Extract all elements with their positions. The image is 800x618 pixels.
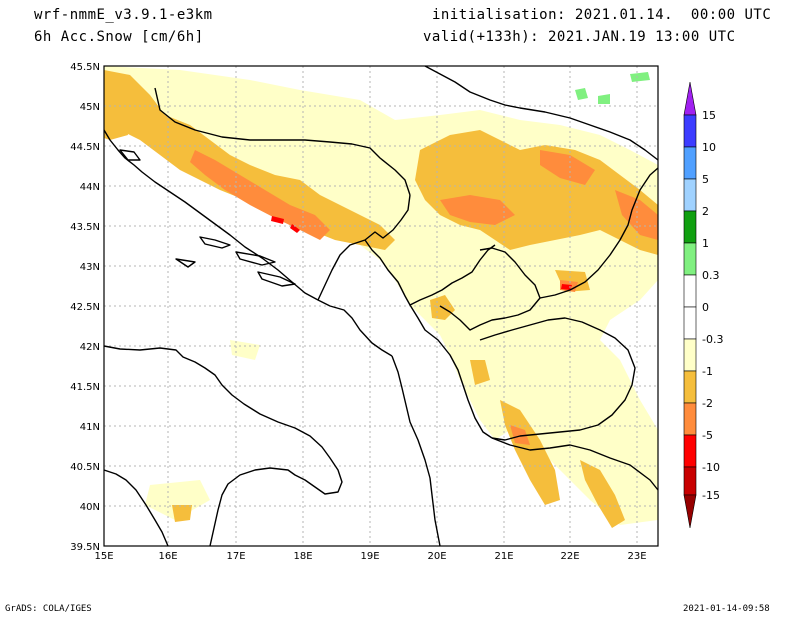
italy-south-coast bbox=[103, 469, 169, 547]
moderate-snow-area bbox=[104, 70, 395, 250]
legend-swatch bbox=[683, 338, 697, 372]
moderate-snow-patch bbox=[104, 115, 128, 140]
serbia-bulgaria-border bbox=[539, 167, 659, 299]
legend-label: 0 bbox=[702, 301, 709, 314]
legend-swatch bbox=[683, 242, 697, 276]
valid-time: valid(+133h): 2021.JAN.19 13:00 UTC bbox=[423, 29, 736, 45]
moderate-snow-strip bbox=[580, 460, 625, 528]
moderate-snow-area bbox=[415, 130, 658, 255]
lat-tick-label: 42N bbox=[80, 342, 100, 353]
colorbar-legend bbox=[683, 81, 697, 529]
legend-cap-bottom bbox=[683, 494, 697, 529]
legend-label: -15 bbox=[702, 489, 720, 502]
legend-swatch bbox=[683, 178, 697, 212]
lat-tick-label: 45N bbox=[80, 102, 100, 113]
legend-label: 2 bbox=[702, 205, 709, 218]
light-snow-patch bbox=[230, 340, 260, 360]
legend-label: 15 bbox=[702, 109, 716, 122]
lat-tick-label: 43N bbox=[80, 262, 100, 273]
italy-coastline bbox=[103, 345, 343, 547]
legend-label: -10 bbox=[702, 461, 720, 474]
lon-tick-label: 22E bbox=[560, 551, 579, 562]
legend-label: 5 bbox=[702, 173, 709, 186]
albania-inland-border bbox=[409, 304, 493, 439]
footer-timestamp: 2021-01-14-09:58 bbox=[683, 604, 770, 614]
dalmatian-island bbox=[175, 258, 196, 268]
dalmatian-island bbox=[119, 149, 141, 161]
light-snow-patch bbox=[145, 480, 210, 520]
lat-tick-label: 44N bbox=[80, 182, 100, 193]
lat-tick-label: 41.5N bbox=[70, 382, 100, 393]
croatia-inland-border bbox=[154, 87, 411, 196]
legend-swatch bbox=[683, 434, 697, 468]
lat-tick-label: 42.5N bbox=[70, 302, 100, 313]
heavy-snow-area bbox=[615, 190, 658, 240]
variable-name: 6h Acc.Snow [cm/6h] bbox=[34, 29, 204, 45]
legend-swatch bbox=[683, 370, 697, 404]
dalmatian-island bbox=[257, 271, 296, 287]
lon-tick-label: 20E bbox=[427, 551, 446, 562]
legend-label: -0.3 bbox=[702, 333, 723, 346]
lon-tick-label: 16E bbox=[158, 551, 177, 562]
gridlines bbox=[104, 66, 658, 546]
initialisation-time: initialisation: 2021.01.14. 00:00 UTC bbox=[432, 7, 772, 23]
heavy-snow-patch bbox=[510, 425, 530, 445]
lon-tick-label: 18E bbox=[293, 551, 312, 562]
heavy-snow-area bbox=[440, 195, 515, 225]
bosnia-border bbox=[317, 194, 411, 301]
heavy-snow-area bbox=[190, 150, 330, 240]
coastlines-borders bbox=[103, 65, 659, 547]
legend-label: 10 bbox=[702, 141, 716, 154]
lon-tick-label: 17E bbox=[226, 551, 245, 562]
lat-tick-label: 45.5N bbox=[70, 62, 100, 73]
greece-border bbox=[491, 437, 659, 491]
lon-tick-label: 21E bbox=[494, 551, 513, 562]
legend-swatch bbox=[683, 146, 697, 180]
footer-credit: GrADS: COLA/IGES bbox=[5, 604, 92, 614]
kosovo-border bbox=[439, 247, 541, 331]
positive-change-area bbox=[575, 88, 588, 100]
lat-tick-label: 44.5N bbox=[70, 142, 100, 153]
legend-label: -2 bbox=[702, 397, 713, 410]
moderate-snow-patch bbox=[172, 505, 192, 522]
croatia-coastline bbox=[103, 129, 393, 357]
legend-label: -5 bbox=[702, 429, 713, 442]
legend-swatch bbox=[683, 306, 697, 340]
legend-swatch bbox=[683, 274, 697, 308]
lat-tick-label: 41N bbox=[80, 422, 100, 433]
positive-change-area bbox=[630, 72, 650, 82]
danube-border bbox=[424, 65, 659, 161]
legend-label: -1 bbox=[702, 365, 713, 378]
lon-tick-label: 23E bbox=[627, 551, 646, 562]
legend-swatch bbox=[683, 402, 697, 436]
lat-tick-label: 40N bbox=[80, 502, 100, 513]
lon-tick-label: 19E bbox=[360, 551, 379, 562]
lat-tick-label: 40.5N bbox=[70, 462, 100, 473]
macedonia-border bbox=[479, 317, 636, 441]
legend-swatch bbox=[683, 466, 697, 496]
legend-cap-top bbox=[683, 81, 697, 116]
lon-tick-label: 15E bbox=[94, 551, 113, 562]
lat-tick-label: 43.5N bbox=[70, 222, 100, 233]
legend-label: 0.3 bbox=[702, 269, 720, 282]
very-heavy-snow-area bbox=[290, 224, 300, 233]
legend-swatch bbox=[683, 114, 697, 148]
positive-change-area bbox=[598, 94, 610, 104]
dalmatian-island bbox=[199, 236, 231, 249]
legend-swatch bbox=[683, 210, 697, 244]
dalmatian-island bbox=[235, 251, 276, 266]
model-name: wrf-nmmE_v3.9.1-e3km bbox=[34, 7, 213, 23]
albania-border bbox=[391, 355, 441, 547]
snow-field bbox=[104, 66, 658, 528]
serbia-montenegro-border bbox=[364, 239, 496, 306]
moderate-snow-strip bbox=[470, 360, 490, 385]
very-heavy-snow-area bbox=[561, 284, 572, 290]
heavy-snow-area bbox=[540, 150, 595, 185]
very-heavy-snow-area bbox=[271, 216, 284, 224]
map-frame bbox=[103, 65, 659, 547]
lat-tick-label: 39.5N bbox=[70, 542, 100, 553]
legend-label: 1 bbox=[702, 237, 709, 250]
